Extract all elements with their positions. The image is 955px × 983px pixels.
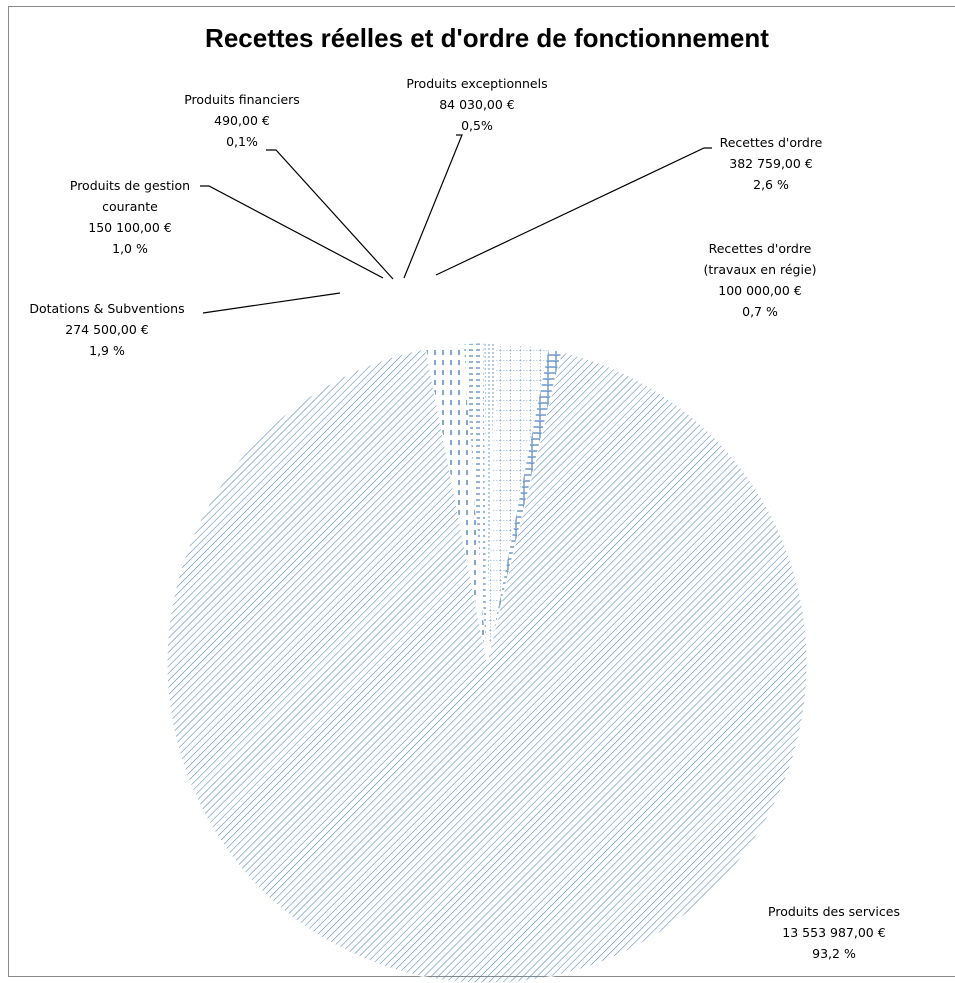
slice-percent-text: 0,7 % (742, 304, 778, 319)
slice-percent-text: 1,9 % (89, 343, 125, 358)
slice-name-text: Dotations & Subventions (29, 301, 184, 316)
slice-value-text: 150 100,00 € (88, 220, 172, 235)
slice-name-text: Recettes d'ordre (720, 135, 823, 150)
label-produits-exceptionnels: Produits exceptionnels 84 030,00 € 0,5% (406, 76, 547, 133)
slice-value-text: 84 030,00 € (439, 97, 515, 112)
label-produits-financiers: Produits financiers 490,00 € 0,1% (184, 92, 300, 149)
leader-line-produits-financiers (266, 149, 394, 280)
leader-line-produits-exceptionnels (403, 134, 463, 279)
slice-value-text: 274 500,00 € (65, 322, 149, 337)
slice-value-text: 100 000,00 € (718, 283, 802, 298)
slice-percent-text: 0,5% (461, 118, 493, 133)
label-produits-gestion-courante: Produits de gestion courante 150 100,00 € 1… (70, 178, 190, 256)
slice-percent-text: 1,0 % (112, 241, 148, 256)
slice-name-text: Produits de gestion (70, 178, 190, 193)
slice-value-text: 382 759,00 € (729, 156, 813, 171)
label-recettes-ordre-regie: Recettes d'ordre (travaux en régie) 100 00… (703, 241, 816, 319)
label-dotations-subventions: Dotations & Subventions 274 500,00 € 1,9 % (29, 301, 184, 358)
label-produits-des-services: Produits des services 13 553 987,00 € 93,2… (768, 904, 900, 961)
slice-value-text: 13 553 987,00 € (782, 925, 885, 940)
slice-name-text: Produits exceptionnels (406, 76, 547, 91)
label-recettes-ordre: Recettes d'ordre 382 759,00 € 2,6 % (720, 135, 823, 192)
chart-title: Recettes réelles et d'ordre de fonctionn… (205, 23, 769, 53)
slice-percent-text: 93,2 % (812, 946, 856, 961)
slice-name-text: Produits des services (768, 904, 900, 919)
slice-labels: Produits des services 13 553 987,00 € 93,2… (29, 76, 900, 961)
slice-percent-text: 0,1% (226, 134, 258, 149)
leader-lines (200, 134, 712, 314)
slice-name-text: Recettes d'ordre (709, 241, 812, 256)
leader-line-dotations-subventions (202, 292, 341, 314)
pie-slices (166, 342, 808, 983)
slice-percent-text: 2,6 % (753, 177, 789, 192)
slice-value-text: 490,00 € (214, 113, 270, 128)
slice-name-text: Produits financiers (184, 92, 300, 107)
slice-name-text: (travaux en régie) (703, 262, 816, 277)
leader-line-recettes-ordre (435, 147, 712, 276)
slice-name-text: courante (102, 199, 158, 214)
leader-line-produits-gestion-courante (200, 185, 384, 279)
